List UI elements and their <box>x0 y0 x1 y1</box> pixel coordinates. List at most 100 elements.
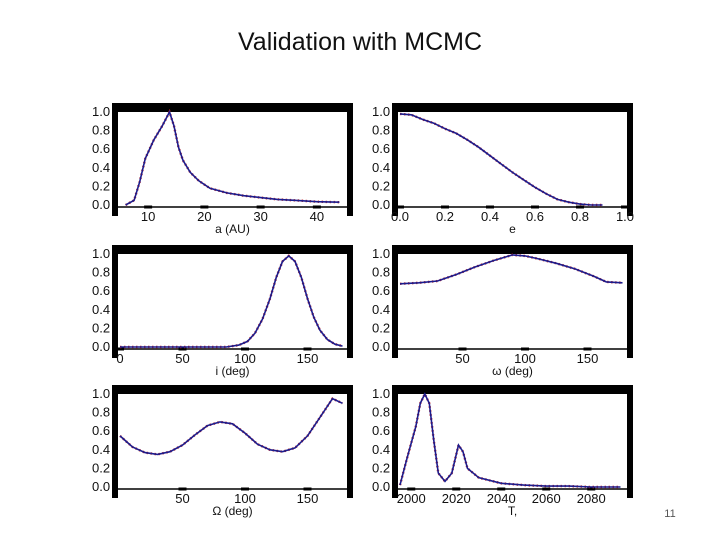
y-tick-label: 0.4 <box>92 302 110 317</box>
panel-omega: 1.0 0.8 0.6 0.4 0.2 0.0 50 100 150 ω (deg) <box>372 245 633 378</box>
y-tick-label: 0.0 <box>92 339 110 354</box>
x-tick-label: 50 <box>175 351 189 366</box>
x-tick-label: 100 <box>514 351 536 366</box>
y-tick-label: 0.4 <box>372 442 390 457</box>
series-line <box>399 254 623 285</box>
x-axis-label: ω (deg) <box>492 364 533 378</box>
slide-number: 11 <box>664 508 676 520</box>
series-line-overlay <box>119 397 344 456</box>
y-tick-label: 0.6 <box>372 283 390 298</box>
frame-right <box>347 385 353 498</box>
y-tick-label: 0.0 <box>92 479 110 494</box>
y-tick-label: 1.0 <box>92 246 110 261</box>
series-line <box>119 397 343 456</box>
y-tick-label: 0.6 <box>92 141 110 156</box>
x-tick-label: 2080 <box>577 491 606 506</box>
y-tick-label: 0.8 <box>372 405 390 420</box>
x-axis-label: i (deg) <box>215 364 249 378</box>
frame-top <box>112 245 353 254</box>
y-tick-label: 0.6 <box>372 423 390 438</box>
x-tick-label: 30 <box>253 209 267 224</box>
y-tick-label: 0.4 <box>372 160 390 175</box>
x-tick-label: 10 <box>141 209 155 224</box>
y-tick-label: 0.2 <box>372 460 390 475</box>
series-line <box>125 109 340 206</box>
x-tick-label: 150 <box>577 351 599 366</box>
series-line-overlay <box>125 108 340 207</box>
frame-left <box>392 245 398 358</box>
y-tick-label: 0.0 <box>372 479 390 494</box>
x-tick-label: 0.0 <box>391 209 409 224</box>
y-tick-label: 1.0 <box>372 104 390 119</box>
frame-right <box>347 245 353 358</box>
y-tick-label: 0.0 <box>372 197 390 212</box>
y-tick-label: 0.0 <box>372 339 390 354</box>
frame-right <box>347 103 353 216</box>
x-tick-label: 2060 <box>532 491 561 506</box>
frame-left <box>392 385 398 498</box>
y-tick-label: 0.2 <box>92 460 110 475</box>
frame-right <box>627 385 633 498</box>
y-tick-label: 0.4 <box>92 160 110 175</box>
y-tick-label: 0.8 <box>372 123 390 138</box>
y-tick-label: 0.6 <box>372 141 390 156</box>
y-tick-label: 0.8 <box>92 123 110 138</box>
series-line <box>399 113 603 206</box>
frame-right <box>627 103 633 216</box>
panel-a: 1.0 0.8 0.6 0.4 0.2 0.0 10 20 30 40 a (AU) <box>92 103 353 236</box>
y-tick-label: 0.4 <box>92 442 110 457</box>
x-axis-label: e <box>509 222 516 236</box>
y-tick-label: 0.2 <box>92 178 110 193</box>
y-tick-label: 0.6 <box>92 283 110 298</box>
x-tick-label: 0.2 <box>436 209 454 224</box>
x-tick-label: 50 <box>175 491 189 506</box>
y-tick-label: 1.0 <box>372 386 390 401</box>
x-tick-label: 2020 <box>442 491 471 506</box>
x-tick-label: 40 <box>310 209 324 224</box>
x-tick-label: 150 <box>297 351 319 366</box>
series-line <box>120 254 343 348</box>
x-tick-label: 0.8 <box>571 209 589 224</box>
series-line <box>399 392 621 488</box>
x-tick-label: 50 <box>455 351 469 366</box>
x-tick-label: 1.0 <box>616 209 634 224</box>
x-tick-label: 2040 <box>487 491 516 506</box>
y-tick-label: 0.4 <box>372 302 390 317</box>
x-axis-label: Ω (deg) <box>212 504 252 518</box>
frame-left <box>112 385 118 498</box>
x-tick-label: 20 <box>197 209 211 224</box>
frame-left <box>112 103 118 216</box>
panel-T: 1.0 0.8 0.6 0.4 0.2 0.0 2000 2020 2040 2060 2080 T, <box>372 385 633 518</box>
y-tick-label: 1.0 <box>92 104 110 119</box>
frame-top <box>392 385 633 394</box>
x-tick-label: 0.6 <box>526 209 544 224</box>
frame-left <box>112 245 118 358</box>
y-tick-label: 0.6 <box>92 423 110 438</box>
slide-title: Validation with MCMC <box>237 28 483 56</box>
y-tick-label: 0.8 <box>372 265 390 280</box>
panel-e: 1.0 0.8 0.6 0.4 0.2 0.00.0 0.2 0.4 0.6 0.8 1.0 e <box>372 103 634 236</box>
panel-i: 1.0 0.8 0.6 0.4 0.2 0.0 0 50 100 150 i (deg) <box>92 245 353 378</box>
frame-right <box>627 245 633 358</box>
x-axis-label: a (AU) <box>215 222 250 236</box>
panel-Omega: 1.0 0.8 0.6 0.4 0.2 0.0 50 100 150 Ω (deg) <box>92 385 353 518</box>
y-tick-label: 0.8 <box>92 405 110 420</box>
y-tick-label: 0.2 <box>372 320 390 335</box>
y-tick-label: 0.2 <box>372 178 390 193</box>
series-line-overlay <box>399 112 603 207</box>
frame-top <box>112 385 353 394</box>
x-tick-label: 150 <box>297 491 319 506</box>
y-tick-label: 0.0 <box>92 197 110 212</box>
y-tick-label: 1.0 <box>372 246 390 261</box>
x-tick-label: 2000 <box>397 491 426 506</box>
frame-top <box>392 103 633 112</box>
frame-left <box>392 103 398 216</box>
x-tick-label: 100 <box>234 491 256 506</box>
frame-top <box>112 103 353 112</box>
y-tick-label: 0.8 <box>92 265 110 280</box>
series-line-overlay <box>399 253 623 285</box>
x-tick-label: 100 <box>234 351 256 366</box>
x-axis-label: T, <box>508 504 517 518</box>
y-tick-label: 0.2 <box>92 320 110 335</box>
